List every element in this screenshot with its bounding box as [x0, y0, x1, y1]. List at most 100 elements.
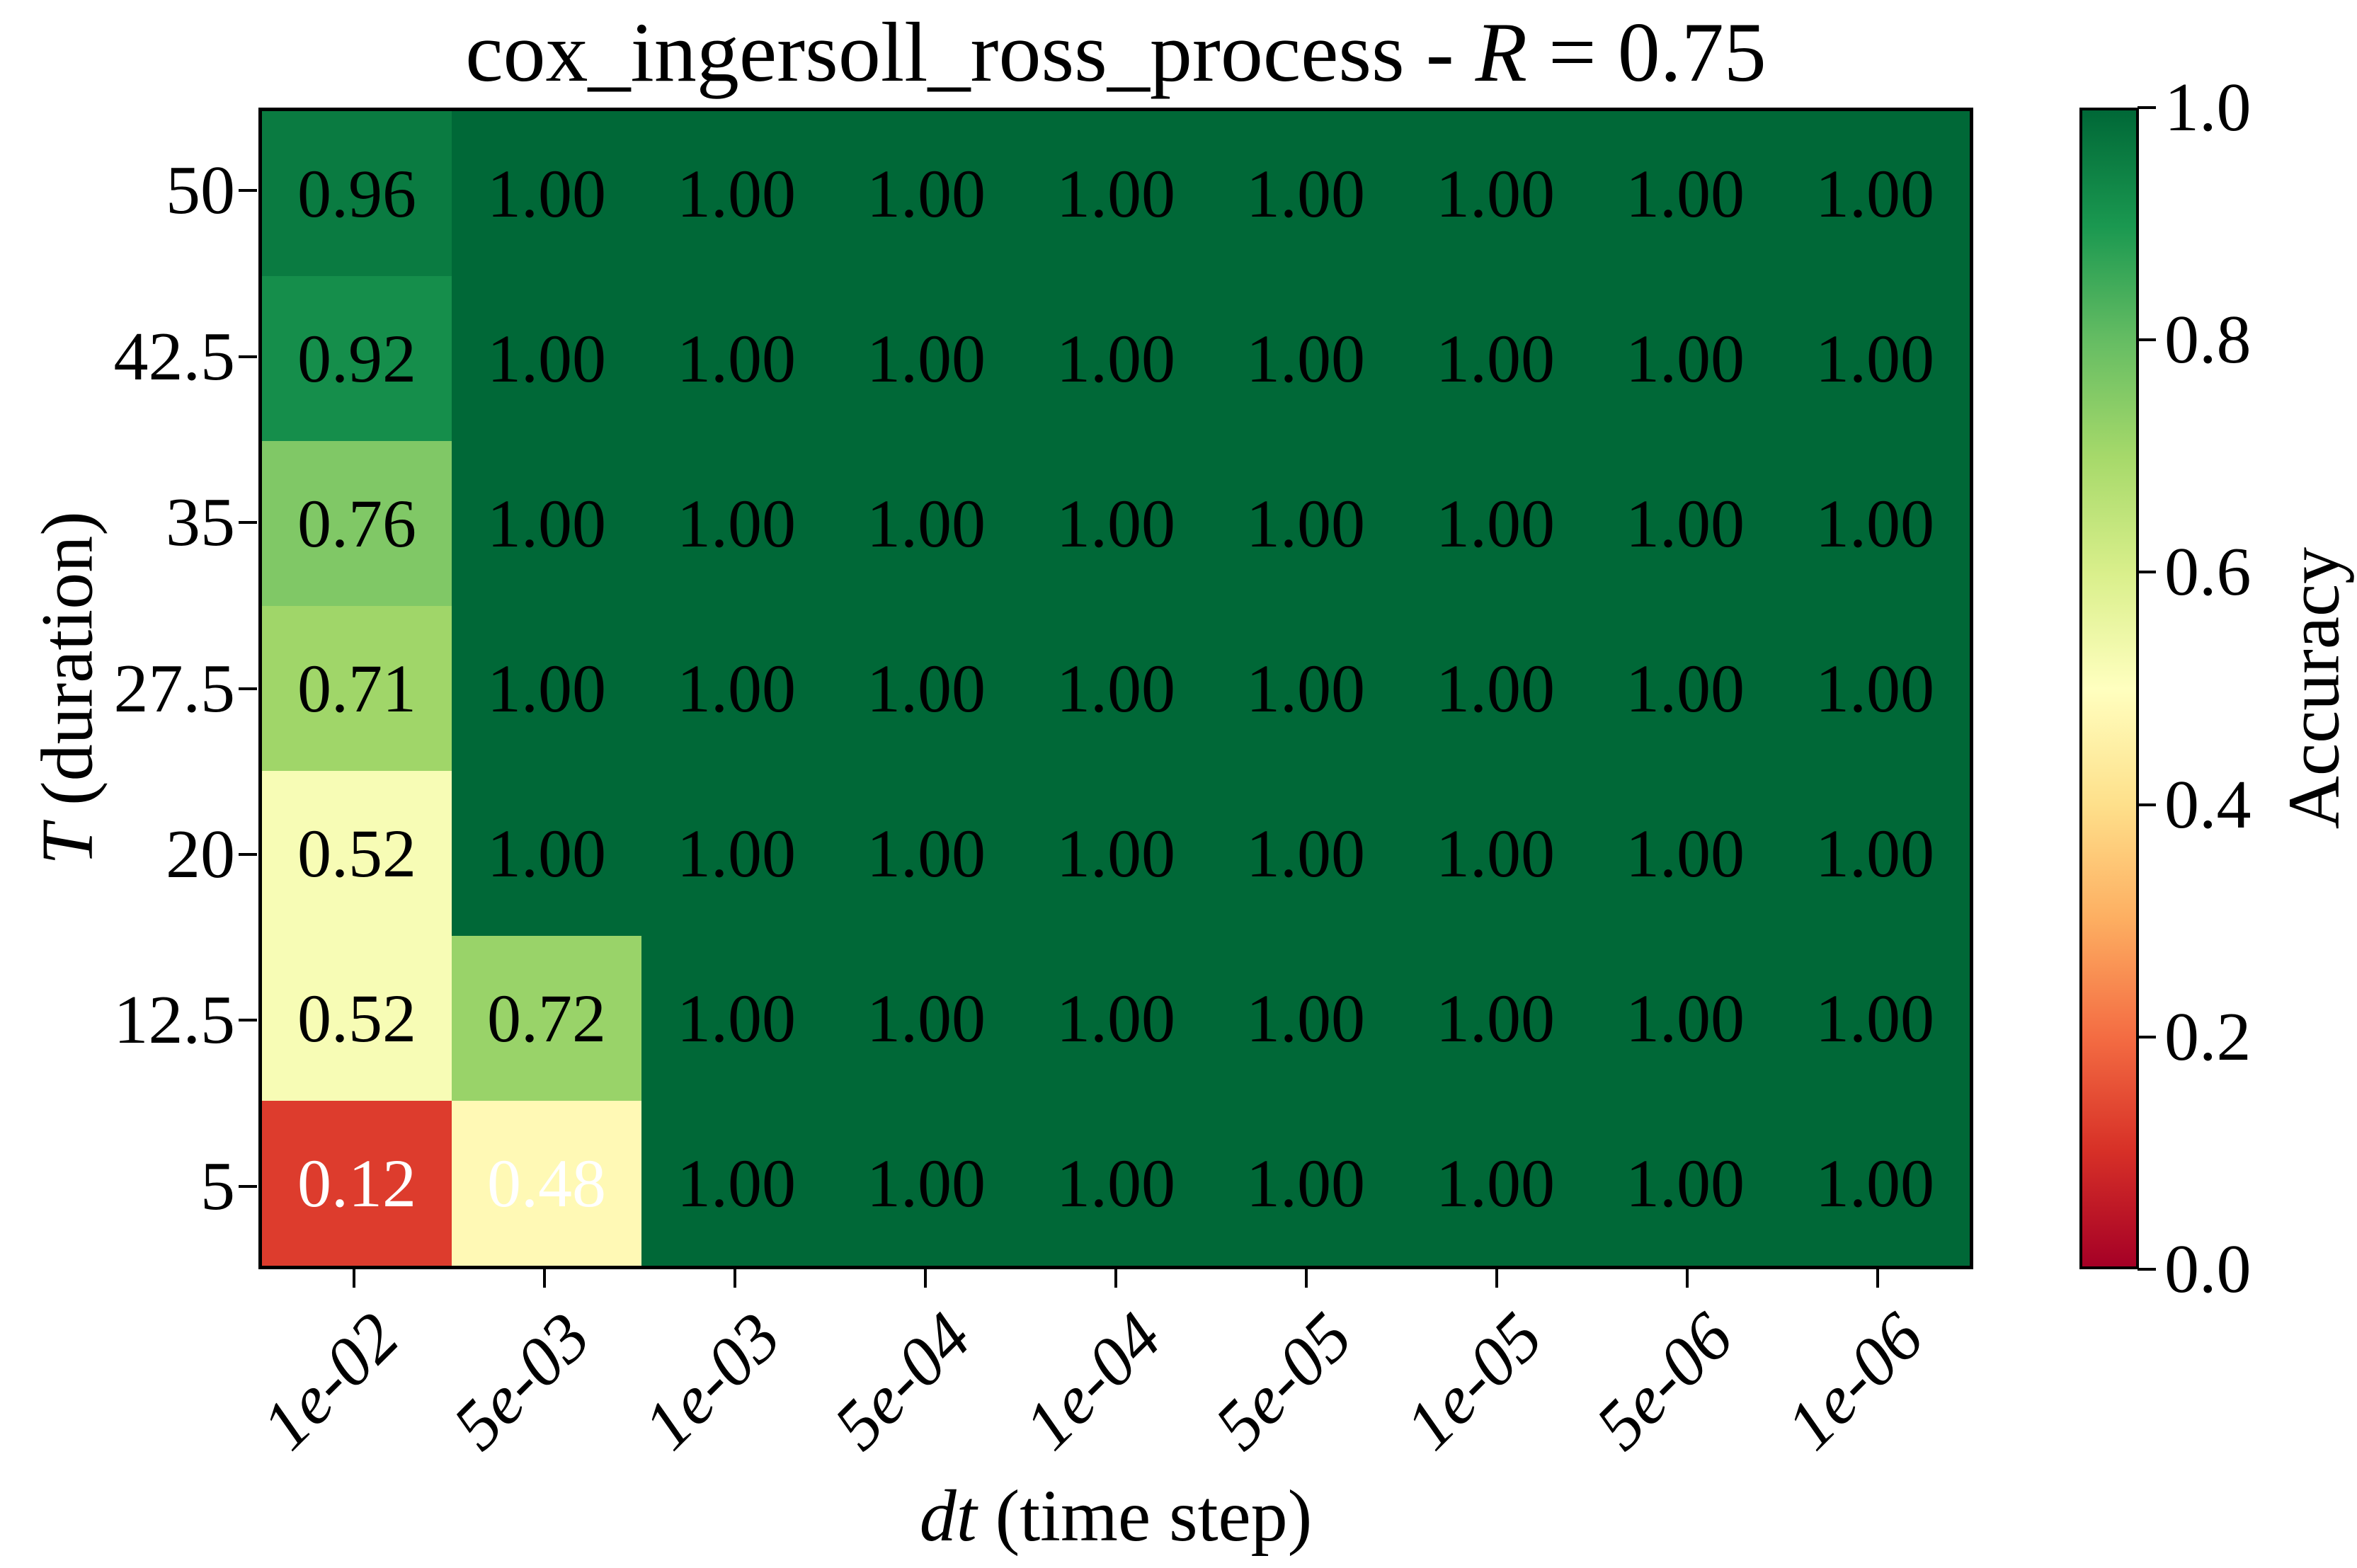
heatmap-cell: 1.00 — [1590, 111, 1780, 276]
x-tick-label: 5e-03 — [438, 1298, 605, 1465]
heatmap-cell: 1.00 — [641, 771, 831, 936]
colorbar-tick-mark — [2138, 1268, 2156, 1271]
colorbar-tick-mark — [2138, 338, 2156, 342]
heatmap-cell: 1.00 — [1780, 606, 1970, 771]
x-axis-label-text: (time step) — [976, 1475, 1313, 1557]
x-tick-mark — [542, 1269, 546, 1288]
heatmap-cell: 1.00 — [452, 276, 641, 441]
x-tick-mark — [1686, 1269, 1689, 1288]
colorbar-tick-mark — [2138, 106, 2156, 109]
heatmap-cell: 1.00 — [831, 276, 1021, 441]
heatmap-cell: 1.00 — [1211, 936, 1400, 1101]
x-tick-mark — [1495, 1269, 1499, 1288]
heatmap-cell: 1.00 — [1780, 1101, 1970, 1266]
heatmap-cell: 1.00 — [1021, 111, 1211, 276]
heatmap-cell: 1.00 — [1400, 606, 1590, 771]
heatmap-cell: 0.52 — [262, 771, 452, 936]
x-tick-mark — [1305, 1269, 1308, 1288]
heatmap-cell: 1.00 — [641, 606, 831, 771]
y-tick-mark — [239, 687, 257, 690]
y-tick-mark — [239, 1184, 257, 1188]
chart-title-r-variable: R — [1475, 5, 1528, 99]
heatmap-cell: 1.00 — [1021, 276, 1211, 441]
x-tick-label: 1e-05 — [1391, 1298, 1558, 1465]
heatmap-cell: 0.72 — [452, 936, 641, 1101]
x-axis-label: dt (time step) — [258, 1474, 1973, 1558]
y-tick-label: 50 — [166, 152, 235, 229]
heatmap-cell: 1.00 — [831, 936, 1021, 1101]
heatmap-grid: 0.96 1.00 1.00 1.00 1.00 1.00 1.00 1.00 1.00 0.92… — [262, 111, 1970, 1266]
heatmap-cell: 1.00 — [1590, 936, 1780, 1101]
x-tick-label: 5e-06 — [1582, 1298, 1748, 1465]
heatmap-cell: 1.00 — [1400, 1101, 1590, 1266]
y-tick-label: 42.5 — [113, 318, 236, 395]
heatmap-cell: 1.00 — [1400, 276, 1590, 441]
x-tick-mark — [352, 1269, 355, 1288]
heatmap-cell: 1.00 — [1021, 771, 1211, 936]
colorbar-tick-mark — [2138, 1035, 2156, 1038]
colorbar-tick-label: 0.4 — [2164, 766, 2252, 843]
heatmap-cell: 1.00 — [1780, 111, 1970, 276]
chart-title-suffix: = 0.75 — [1527, 5, 1767, 99]
x-tick-label: 1e-02 — [248, 1298, 414, 1465]
heatmap-cell: 0.71 — [262, 606, 452, 771]
heatmap-cell: 1.00 — [1590, 771, 1780, 936]
heatmap-cell: 1.00 — [1400, 771, 1590, 936]
colorbar-tick-mark — [2138, 803, 2156, 806]
heatmap-cell: 1.00 — [1780, 441, 1970, 606]
heatmap-cell: 1.00 — [1021, 936, 1211, 1101]
heatmap-cell: 1.00 — [1021, 606, 1211, 771]
heatmap-cell: 1.00 — [1590, 606, 1780, 771]
colorbar-label-text: Accuracy — [2273, 546, 2355, 830]
heatmap-plot-area: 0.96 1.00 1.00 1.00 1.00 1.00 1.00 1.00 1.00 0.92… — [258, 108, 1973, 1269]
heatmap-cell: 1.00 — [641, 276, 831, 441]
x-tick-label: 1e-04 — [1010, 1298, 1176, 1465]
heatmap-cell: 1.00 — [1780, 936, 1970, 1101]
x-tick-label: 1e-06 — [1772, 1298, 1939, 1465]
heatmap-cell: 1.00 — [1780, 771, 1970, 936]
colorbar-label: Accuracy — [2272, 547, 2356, 829]
heatmap-cell: 1.00 — [1021, 441, 1211, 606]
heatmap-cell: 1.00 — [641, 936, 831, 1101]
y-tick-label: 20 — [166, 816, 235, 893]
y-tick-mark — [239, 521, 257, 525]
y-tick-mark — [239, 189, 257, 193]
heatmap-cell: 0.12 — [262, 1101, 452, 1266]
heatmap-cell: 1.00 — [1780, 276, 1970, 441]
chart-title: cox_ingersoll_ross_process - R = 0.75 — [258, 6, 1973, 99]
colorbar-tick-label: 0.2 — [2164, 998, 2252, 1075]
colorbar-tick-label: 0.6 — [2164, 534, 2252, 611]
heatmap-cell: 1.00 — [1400, 111, 1590, 276]
heatmap-cell: 1.00 — [1211, 441, 1400, 606]
heatmap-cell: 1.00 — [1211, 771, 1400, 936]
y-tick-label: 12.5 — [113, 982, 236, 1059]
x-tick-mark — [923, 1269, 927, 1288]
x-tick-mark — [1876, 1269, 1880, 1288]
y-tick-mark — [239, 852, 257, 856]
heatmap-cell: 1.00 — [452, 771, 641, 936]
colorbar-tick-mark — [2138, 571, 2156, 574]
heatmap-cell: 0.48 — [452, 1101, 641, 1266]
heatmap-cell: 1.00 — [831, 771, 1021, 936]
heatmap-cell: 1.00 — [1590, 1101, 1780, 1266]
y-tick-label: 5 — [200, 1148, 235, 1225]
x-tick-mark — [733, 1269, 736, 1288]
heatmap-cell: 1.00 — [452, 606, 641, 771]
heatmap-cell: 1.00 — [831, 1101, 1021, 1266]
y-tick-mark — [239, 355, 257, 358]
heatmap-cell: 1.00 — [641, 111, 831, 276]
heatmap-cell: 1.00 — [641, 441, 831, 606]
heatmap-cell: 1.00 — [831, 111, 1021, 276]
heatmap-cell: 1.00 — [1400, 441, 1590, 606]
heatmap-cell: 1.00 — [831, 441, 1021, 606]
y-tick-mark — [239, 1019, 257, 1022]
colorbar — [2079, 108, 2139, 1269]
colorbar-tick-label: 0.8 — [2164, 302, 2252, 379]
y-tick-label: 27.5 — [113, 650, 236, 727]
heatmap-cell: 1.00 — [831, 606, 1021, 771]
heatmap-cell: 0.92 — [262, 276, 452, 441]
heatmap-cell: 0.76 — [262, 441, 452, 606]
heatmap-cell: 1.00 — [452, 111, 641, 276]
x-tick-mark — [1114, 1269, 1117, 1288]
